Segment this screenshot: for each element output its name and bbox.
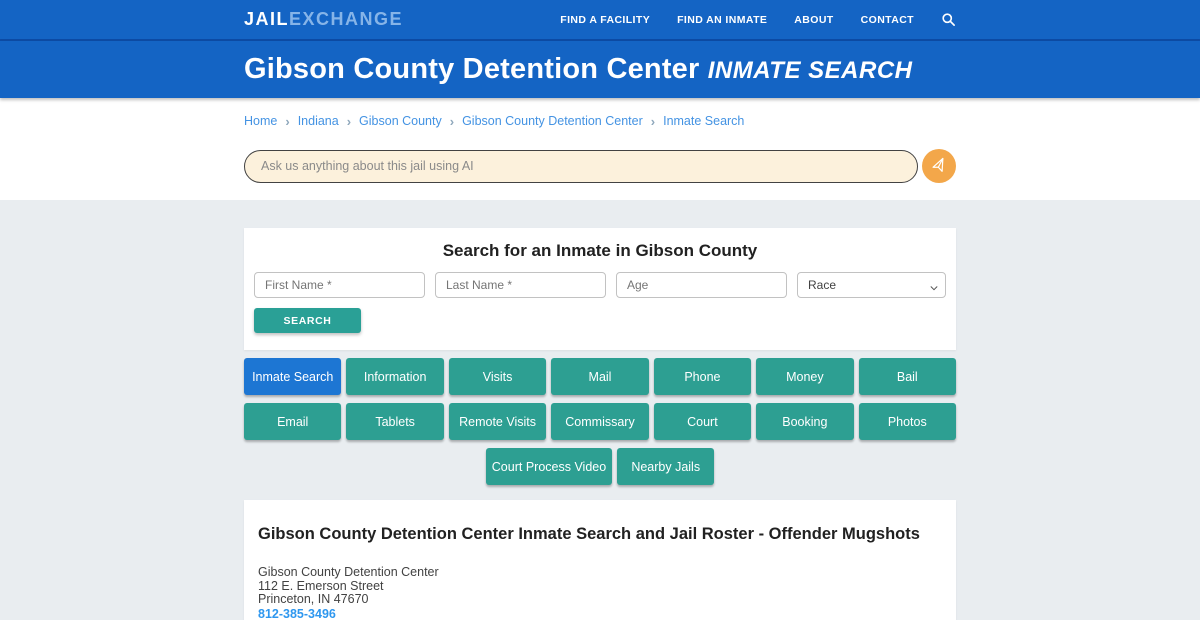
page-title: Gibson County Detention Center INMATE SE… <box>244 53 956 86</box>
page-title-main: Gibson County Detention Center <box>244 53 700 85</box>
ai-search-row <box>244 149 956 183</box>
address-line-city: Princeton, IN 47670 <box>258 592 369 607</box>
tile-remote-visits[interactable]: Remote Visits <box>448 403 547 440</box>
tile-mail[interactable]: Mail <box>551 358 649 395</box>
breadcrumb-search-strip: Home › Indiana › Gibson County › Gibson … <box>0 98 1200 200</box>
logo-part-exchange: EXCHANGE <box>289 9 404 29</box>
breadcrumb-detention-center[interactable]: Gibson County Detention Center <box>462 114 643 128</box>
address-line-street: 112 E. Emerson Street <box>258 578 384 593</box>
tile-court-process-video[interactable]: Court Process Video <box>485 448 613 485</box>
tile-visits[interactable]: Visits <box>448 358 547 395</box>
tile-inmate-search[interactable]: Inmate Search <box>244 358 342 395</box>
breadcrumb-gibson-county[interactable]: Gibson County <box>359 114 442 128</box>
age-field[interactable] <box>616 272 787 298</box>
section-tiles-bottom: Court Process Video Nearby Jails <box>244 448 956 485</box>
chevron-right-icon: › <box>650 113 656 129</box>
paper-plane-icon <box>931 157 947 174</box>
ai-search-input[interactable] <box>244 149 918 183</box>
race-select-wrap: Race <box>797 272 946 298</box>
tile-photos[interactable]: Photos <box>858 403 956 440</box>
form-title: Search for an Inmate in Gibson County <box>442 241 758 260</box>
nav-contact[interactable]: CONTACT <box>860 13 914 26</box>
section-tiles: Inmate Search Information Visits Mail Ph… <box>244 358 956 440</box>
ai-send-button[interactable] <box>922 149 956 183</box>
facility-info-card: Gibson County Detention Center Inmate Se… <box>244 500 956 620</box>
chevron-right-icon: › <box>449 113 455 129</box>
page-banner: Gibson County Detention Center INMATE SE… <box>0 41 1200 98</box>
race-select[interactable]: Race <box>797 272 946 298</box>
main-content: Search for an Inmate in Gibson County Ra… <box>0 228 1200 620</box>
nav-about[interactable]: ABOUT <box>794 13 834 26</box>
breadcrumb-indiana[interactable]: Indiana <box>297 114 339 128</box>
top-nav: FIND A FACILITY FIND AN INMATE ABOUT CON… <box>560 12 956 27</box>
tile-money[interactable]: Money <box>756 358 854 395</box>
tile-tablets[interactable]: Tablets <box>346 403 444 440</box>
breadcrumb-inmate-search[interactable]: Inmate Search <box>663 114 745 128</box>
top-bar: JAILEXCHANGE FIND A FACILITY FIND AN INM… <box>0 0 1200 41</box>
tile-nearby-jails[interactable]: Nearby Jails <box>617 448 715 485</box>
tile-booking[interactable]: Booking <box>756 403 854 440</box>
chevron-right-icon: › <box>285 113 290 129</box>
tile-phone[interactable]: Phone <box>653 358 752 395</box>
search-button[interactable]: SEARCH <box>254 308 361 333</box>
tile-commissary[interactable]: Commissary <box>551 403 649 440</box>
page-title-subtitle: INMATE SEARCH <box>707 57 913 84</box>
logo-part-jail: JAIL <box>244 9 290 29</box>
tile-information[interactable]: Information <box>346 358 444 395</box>
inmate-search-card: Search for an Inmate in Gibson County Ra… <box>244 228 956 350</box>
last-name-field[interactable] <box>435 272 606 298</box>
first-name-field[interactable] <box>254 272 425 298</box>
breadcrumb-home[interactable]: Home <box>244 114 278 128</box>
search-icon[interactable] <box>941 12 956 27</box>
jailexchange-logo[interactable]: JAILEXCHANGE <box>244 9 403 30</box>
nav-find-a-facility[interactable]: FIND A FACILITY <box>560 13 651 26</box>
phone-link[interactable]: 812-385-3496 <box>258 606 336 620</box>
tile-bail[interactable]: Bail <box>858 358 956 395</box>
tile-court[interactable]: Court <box>653 403 752 440</box>
facility-address: Gibson County Detention Center 112 E. Em… <box>258 565 942 620</box>
chevron-right-icon: › <box>346 113 352 129</box>
nav-find-an-inmate[interactable]: FIND AN INMATE <box>677 13 768 26</box>
breadcrumb: Home › Indiana › Gibson County › Gibson … <box>244 114 956 128</box>
tile-email[interactable]: Email <box>244 403 342 440</box>
address-line-name: Gibson County Detention Center <box>258 565 439 579</box>
info-heading: Gibson County Detention Center Inmate Se… <box>258 525 920 543</box>
form-fields-row: Race <box>254 272 946 298</box>
